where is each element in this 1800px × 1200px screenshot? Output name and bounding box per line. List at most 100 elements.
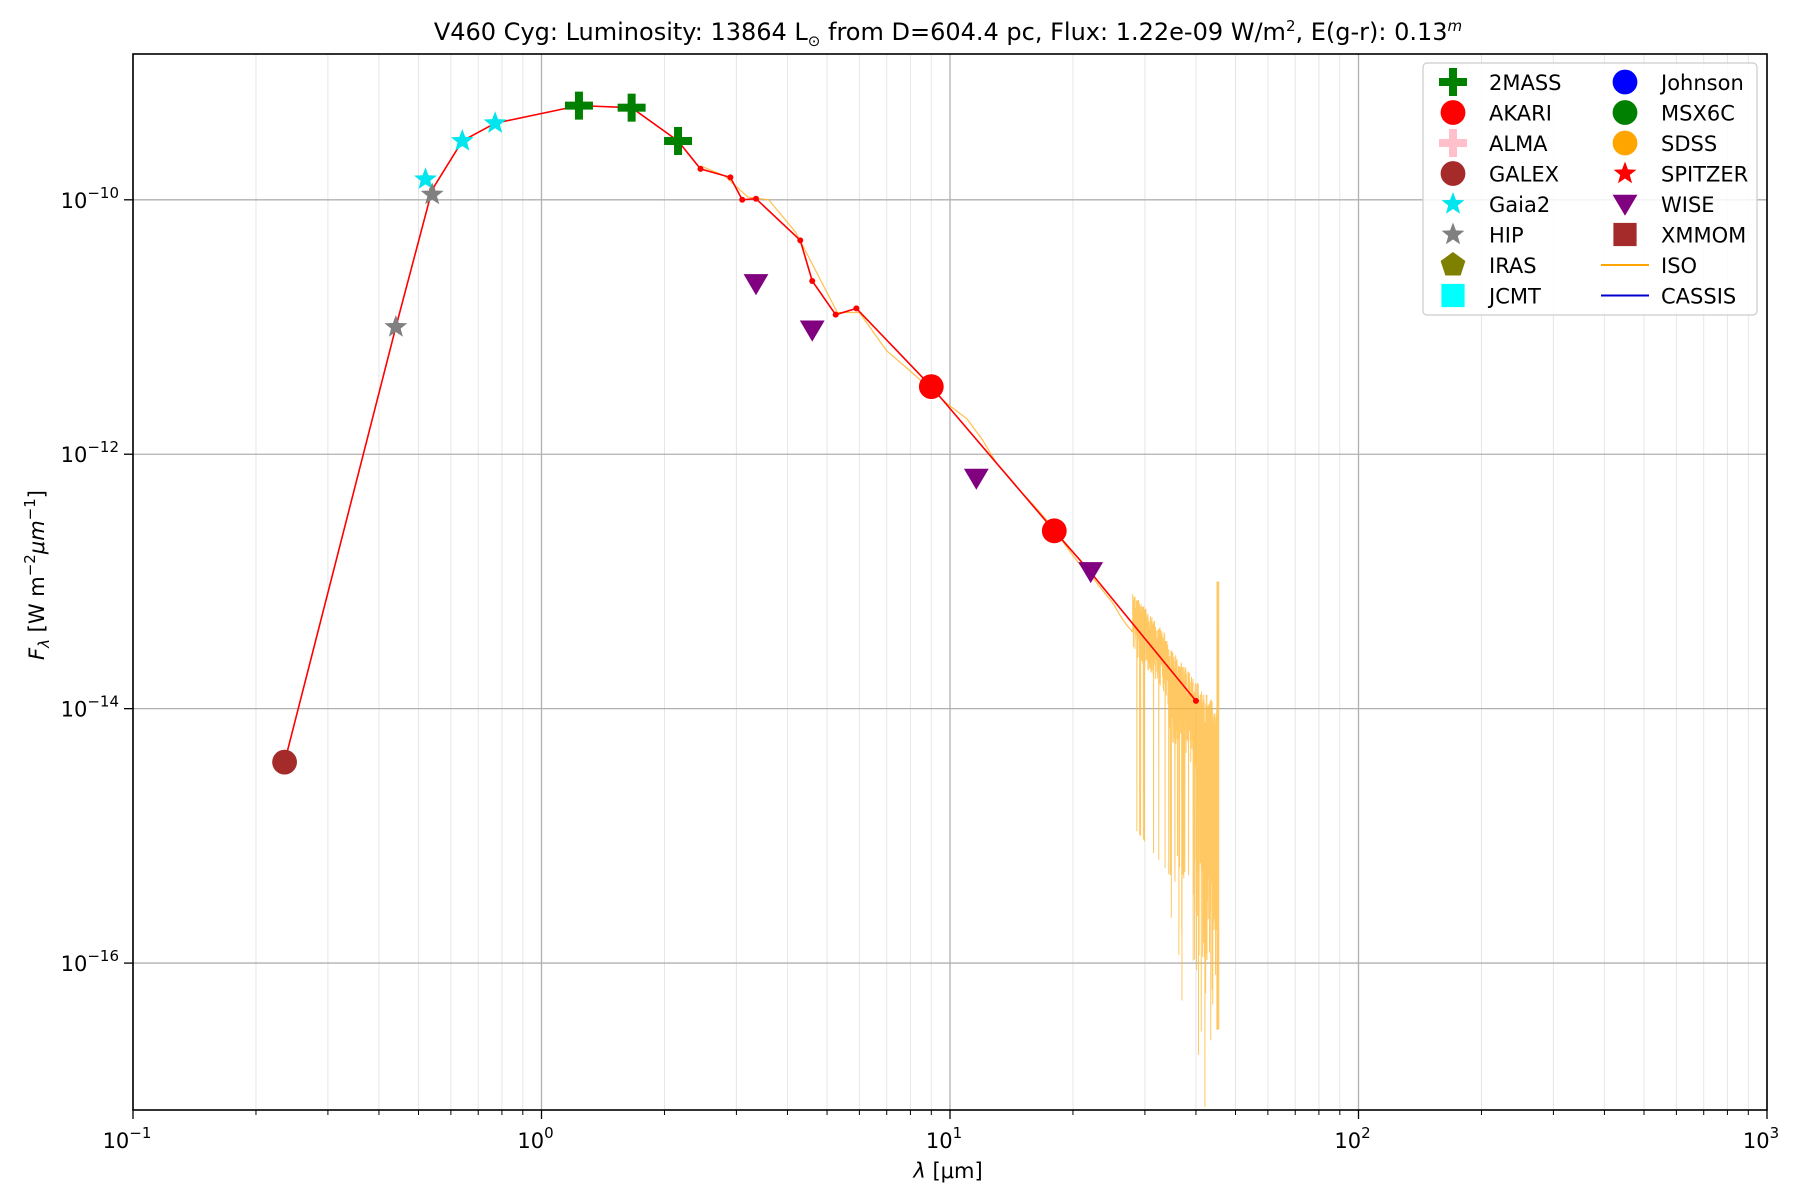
title-sun-symbol: ⊙ (808, 32, 821, 50)
sed-line (281, 102, 1199, 766)
akari-point (918, 374, 944, 400)
title-part-1: V460 Cyg: Luminosity: 13864 L (434, 18, 809, 46)
sed-line-point (832, 311, 839, 318)
data-markers (272, 91, 1104, 775)
x-tick-base: 10 (1743, 1129, 1770, 1153)
x-tick-base: 10 (517, 1129, 544, 1153)
gaia2-point (483, 111, 507, 133)
sed-line-point (1192, 697, 1199, 704)
x-tick-label: 103 (1743, 1124, 1779, 1153)
sed-line-point (727, 174, 734, 181)
legend-marker-alma-v (1449, 129, 1457, 157)
legend-marker-2mass (1439, 68, 1467, 96)
legend-label-spitzer: SPITZER (1661, 163, 1748, 187)
y-tick-base: 10 (61, 698, 88, 722)
wise-point (799, 320, 825, 342)
x-tick-exp: 0 (544, 1124, 554, 1142)
y-axis-rest1: [W m (25, 576, 49, 639)
y-tick-exp: −16 (87, 947, 119, 965)
legend-label-2mass: 2MASS (1489, 71, 1562, 95)
wise-point (963, 468, 989, 490)
2mass-point-v (674, 126, 683, 155)
x-tick-exp: 3 (1770, 1124, 1780, 1142)
x-tick-label: 100 (517, 1124, 553, 1153)
legend-marker-gaia2 (1441, 192, 1465, 214)
y-axis-label: Fλ [W m−2μm−1] (21, 490, 53, 660)
x-tick-label: 10−1 (103, 1124, 152, 1153)
x-tick-exp: −1 (129, 1124, 151, 1142)
y-axis-rest2: μm (25, 520, 49, 555)
sed-line-path (283, 104, 1197, 763)
sed-line-point (697, 165, 704, 172)
legend-marker-jcmt (1441, 283, 1465, 308)
x-tick-exp: 2 (1361, 1124, 1371, 1142)
sed-line-point (853, 305, 860, 312)
legend-marker-galex (1440, 161, 1466, 186)
2mass-point (664, 126, 693, 155)
legend-label-hip: HIP (1489, 224, 1524, 248)
y-tick-label: 10−10 (61, 184, 119, 213)
2mass-point-v (627, 93, 636, 122)
y-tick-exp: −14 (87, 693, 119, 711)
legend-label-gaia2: Gaia2 (1489, 193, 1550, 217)
y-axis-f: F (25, 647, 49, 660)
2mass-point-v (574, 91, 583, 120)
sed-line-point (809, 277, 816, 284)
legend-marker-alma (1439, 129, 1467, 157)
sed-line-point (739, 196, 746, 203)
y-axis-rest3: ] (25, 490, 49, 498)
legend-box (1422, 62, 1758, 316)
x-tick-base: 10 (103, 1129, 130, 1153)
sed-line-point (752, 195, 759, 202)
legend-label-wise: WISE (1661, 193, 1715, 217)
y-tick-label: 10−14 (61, 693, 119, 722)
y-tick-base: 10 (61, 443, 88, 467)
iso-spectrum-noisy (1132, 581, 1220, 1108)
wise-point (1078, 562, 1104, 584)
legend-marker-xmmom (1613, 222, 1637, 247)
title-part-3: , E(g-r): 0.13 (1295, 18, 1447, 46)
y-tick-base: 10 (61, 952, 88, 976)
iso-spectrum (700, 165, 1220, 1108)
legend-label-johnson: Johnson (1659, 71, 1744, 95)
y-tick-base: 10 (61, 189, 88, 213)
2mass-point (564, 91, 593, 120)
gaia2-point (450, 128, 474, 151)
akari-point (1041, 518, 1067, 544)
legend-label-akari: AKARI (1489, 102, 1552, 126)
chart-title: V460 Cyg: Luminosity: 13864 L⊙ from D=60… (434, 17, 1462, 50)
legend-marker-hip (1441, 222, 1465, 245)
legend-label-msx6c: MSX6C (1661, 102, 1735, 126)
x-tick-base: 10 (926, 1129, 953, 1153)
hip-point (420, 182, 444, 205)
title-squared: 2 (1286, 17, 1296, 35)
legend-label-sdss: SDSS (1661, 132, 1717, 156)
legend-label-iras: IRAS (1489, 254, 1537, 278)
y-tick-label: 10−12 (61, 438, 119, 467)
iso-spectrum-smooth (700, 165, 1134, 633)
legend-label-iso: ISO (1661, 254, 1697, 278)
title-magnitude: m (1448, 17, 1463, 35)
y-tick-exp: −10 (87, 184, 119, 202)
x-axis-unit: [μm] (926, 1159, 983, 1183)
x-axis-label: λ [μm] (912, 1159, 982, 1183)
legend-label-alma: ALMA (1489, 132, 1548, 156)
legend: 2MASS AKARI ALMA GALEX Gaia2 HIP IRAS JCMT Johns… (1422, 62, 1758, 316)
gaia2-point (414, 167, 437, 189)
legend-marker-iras (1440, 252, 1466, 276)
y-axis-sup2: −1 (21, 498, 39, 520)
2mass-point (617, 93, 646, 122)
legend-marker-johnson (1612, 69, 1638, 95)
galex-point (272, 749, 297, 775)
legend-marker-spitzer (1613, 161, 1637, 184)
legend-label-jcmt: JCMT (1487, 285, 1541, 309)
legend-label-galex: GALEX (1489, 163, 1559, 187)
legend-label-cassis: CASSIS (1661, 285, 1736, 309)
x-tick-label: 101 (926, 1124, 962, 1153)
y-tick-label: 10−16 (61, 947, 119, 976)
title-part-2: from D=604.4 pc, Flux: 1.22e-09 W/m (820, 18, 1286, 46)
legend-marker-akari (1440, 100, 1466, 125)
